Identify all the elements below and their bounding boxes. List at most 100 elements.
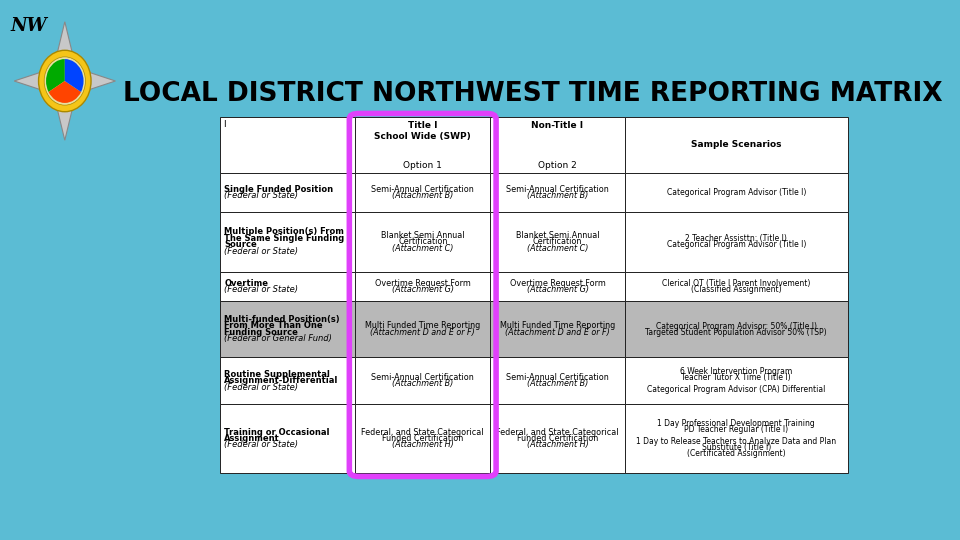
Text: 1 Day Professional Development Training: 1 Day Professional Development Training — [658, 418, 815, 428]
Bar — [491, 272, 625, 301]
Bar — [491, 404, 625, 473]
Bar — [491, 212, 625, 272]
Text: Overtime Request Form: Overtime Request Form — [510, 279, 606, 288]
Bar — [355, 301, 491, 357]
Text: Routine Supplemental: Routine Supplemental — [225, 369, 330, 379]
Bar — [355, 212, 491, 272]
Bar — [221, 272, 355, 301]
Text: Certification: Certification — [533, 237, 583, 246]
Text: (Federal or State): (Federal or State) — [225, 191, 299, 200]
Bar — [491, 357, 625, 404]
Text: (Attachment C): (Attachment C) — [527, 244, 588, 253]
Text: Overtime Request Form: Overtime Request Form — [374, 279, 470, 288]
Text: Semi-Annual Certification: Semi-Annual Certification — [372, 373, 474, 382]
Text: Semi-Annual Certification: Semi-Annual Certification — [372, 185, 474, 193]
Text: Option 2: Option 2 — [539, 160, 577, 170]
Text: (Federal or State): (Federal or State) — [225, 285, 299, 294]
Text: Blanket Semi Annual: Blanket Semi Annual — [381, 231, 465, 240]
Bar — [625, 404, 848, 473]
Text: LOCAL DISTRICT NORTHWEST TIME REPORTING MATRIX: LOCAL DISTRICT NORTHWEST TIME REPORTING … — [123, 82, 943, 107]
Text: NW: NW — [11, 17, 47, 36]
Text: Option 1: Option 1 — [403, 160, 443, 170]
Text: Single Funded Position: Single Funded Position — [225, 185, 333, 193]
Text: Non-Title I: Non-Title I — [532, 121, 584, 130]
Text: (Federal or State): (Federal or State) — [225, 441, 299, 449]
Text: Multi Funded Time Reporting: Multi Funded Time Reporting — [500, 321, 615, 330]
Bar — [355, 404, 491, 473]
Text: 1 Day to Release Teachers to Analyze Data and Plan: 1 Day to Release Teachers to Analyze Dat… — [636, 437, 836, 446]
Text: From More Than One: From More Than One — [225, 321, 323, 330]
Bar — [221, 212, 355, 272]
Bar — [625, 173, 848, 212]
Bar — [625, 357, 848, 404]
Text: Multi-funded Position(s): Multi-funded Position(s) — [225, 315, 340, 324]
Bar — [221, 404, 355, 473]
Text: (Federal or State): (Federal or State) — [225, 247, 299, 256]
Bar — [355, 173, 491, 212]
Text: Clerical OT (Title I Parent Involvement): Clerical OT (Title I Parent Involvement) — [662, 279, 810, 288]
Bar — [625, 272, 848, 301]
Text: Sample Scenarios: Sample Scenarios — [691, 140, 781, 150]
Wedge shape — [65, 59, 84, 92]
Text: Source: Source — [225, 240, 257, 249]
Text: Funded Certification: Funded Certification — [382, 434, 464, 443]
Text: Categorical Program Advisor (Title I): Categorical Program Advisor (Title I) — [666, 240, 806, 249]
Text: Funded Certification: Funded Certification — [516, 434, 598, 443]
Polygon shape — [14, 22, 115, 140]
Circle shape — [44, 57, 85, 105]
Text: Substitute (Title I): Substitute (Title I) — [702, 443, 771, 452]
Bar — [355, 117, 491, 173]
Text: Semi-Annual Certification: Semi-Annual Certification — [506, 373, 609, 382]
Text: Categorical Program Advisor: 50% (Title I): Categorical Program Advisor: 50% (Title … — [656, 321, 817, 330]
Bar — [221, 301, 355, 357]
Text: 2 Teacher Assisttn: (Title I): 2 Teacher Assisttn: (Title I) — [685, 234, 787, 243]
Text: Assignment-Differential: Assignment-Differential — [225, 376, 339, 385]
Bar — [491, 301, 625, 357]
Text: (Attachment B): (Attachment B) — [527, 379, 588, 388]
Text: Federal, and State Categorical: Federal, and State Categorical — [362, 428, 484, 437]
Text: Blanket Semi Annual: Blanket Semi Annual — [516, 231, 599, 240]
Text: (Attachment G): (Attachment G) — [392, 285, 454, 294]
Text: Certification: Certification — [398, 237, 447, 246]
Text: Federal, and State Categorical: Federal, and State Categorical — [496, 428, 619, 437]
Text: Title I
School Wide (SWP): Title I School Wide (SWP) — [374, 121, 471, 141]
Bar — [491, 117, 625, 173]
Text: (Attachment C): (Attachment C) — [392, 244, 453, 253]
Text: Overtime: Overtime — [225, 279, 268, 288]
Wedge shape — [46, 59, 65, 92]
Text: Teacher Tutor X Time (Title I): Teacher Tutor X Time (Title I) — [682, 373, 791, 382]
Bar — [625, 117, 848, 173]
Text: (Classified Assignment): (Classified Assignment) — [691, 285, 781, 294]
Bar — [491, 173, 625, 212]
Text: I: I — [224, 120, 226, 129]
Text: The Same Single Funding: The Same Single Funding — [225, 234, 345, 243]
Text: (Attachment D and E or F): (Attachment D and E or F) — [371, 328, 475, 337]
Text: (Attachment H): (Attachment H) — [527, 441, 588, 449]
Bar — [625, 301, 848, 357]
Text: Funding Source: Funding Source — [225, 328, 298, 337]
Text: Training or Occasional: Training or Occasional — [225, 428, 329, 437]
Text: Categorical Program Advisor (Title I): Categorical Program Advisor (Title I) — [666, 188, 806, 197]
Text: (Certificated Assignment): (Certificated Assignment) — [687, 449, 785, 458]
Text: Multi Funded Time Reporting: Multi Funded Time Reporting — [365, 321, 480, 330]
Text: Categorical Program Advisor (CPA) Differential: Categorical Program Advisor (CPA) Differ… — [647, 385, 826, 394]
Bar — [221, 117, 355, 173]
Text: Semi-Annual Certification: Semi-Annual Certification — [506, 185, 609, 193]
Text: PD Teacher Regular (Title I): PD Teacher Regular (Title I) — [684, 425, 788, 434]
Text: (Attachment B): (Attachment B) — [392, 379, 453, 388]
Text: (Federal or General Fund): (Federal or General Fund) — [225, 334, 332, 343]
Text: (Attachment H): (Attachment H) — [392, 441, 453, 449]
Bar — [221, 357, 355, 404]
Text: Assignment: Assignment — [225, 434, 280, 443]
Circle shape — [38, 50, 91, 112]
Text: (Attachment B): (Attachment B) — [527, 191, 588, 200]
Text: Targeted Student Population Advisor 50% (TSP): Targeted Student Population Advisor 50% … — [645, 328, 828, 336]
Text: (Federal or State): (Federal or State) — [225, 382, 299, 392]
Bar — [625, 212, 848, 272]
Text: (Attachment B): (Attachment B) — [392, 191, 453, 200]
Text: 6 Week Intervention Program: 6 Week Intervention Program — [681, 367, 792, 376]
Bar — [355, 272, 491, 301]
Text: (Attachment G): (Attachment G) — [526, 285, 588, 294]
Bar — [355, 357, 491, 404]
Wedge shape — [49, 81, 81, 103]
